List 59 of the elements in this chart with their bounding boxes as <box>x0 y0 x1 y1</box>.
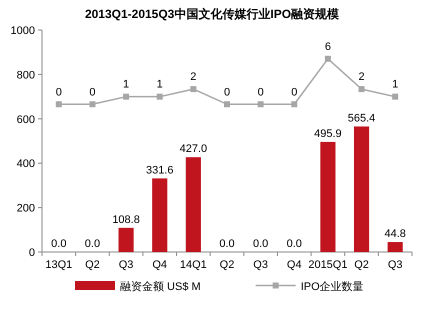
bar <box>388 242 403 252</box>
data-label: 0.0 <box>51 238 66 250</box>
legend-label: 融资金额 US$ M <box>120 280 201 293</box>
x-tick-label: Q2 <box>354 259 369 271</box>
data-label: 0 <box>224 86 230 98</box>
y-tick-label: 0 <box>28 247 35 259</box>
data-label: 6 <box>324 40 331 53</box>
x-tick-label: Q2 <box>220 259 234 271</box>
bar <box>354 126 370 252</box>
point <box>89 101 96 108</box>
data-label: 44.8 <box>384 228 406 240</box>
x-tick-label: Q3 <box>388 259 403 271</box>
data-label: 1 <box>156 78 163 91</box>
point <box>123 94 130 100</box>
chart-title: 2013Q1-2015Q3中国文化传媒行业IPO融资规模 <box>84 7 340 21</box>
data-label: 565.4 <box>348 112 376 124</box>
bar <box>186 157 201 252</box>
x-tick-label: 14Q1 <box>180 259 207 271</box>
x-tick-label: 2015Q1 <box>308 259 348 271</box>
data-label: 0 <box>89 86 96 98</box>
point <box>324 56 331 62</box>
data-label: 2 <box>358 71 365 84</box>
point <box>190 86 196 92</box>
data-label: 427.0 <box>180 143 208 156</box>
point <box>258 101 264 108</box>
data-label: 0.0 <box>84 238 100 250</box>
data-label: 0 <box>56 86 62 98</box>
y-tick-label: 200 <box>16 202 35 215</box>
data-label: 0 <box>291 86 298 98</box>
data-label: 0.0 <box>286 238 302 250</box>
bar <box>152 178 168 252</box>
y-tick-label: 1000 <box>10 25 35 37</box>
point <box>56 101 62 108</box>
data-label: 0.0 <box>219 238 235 250</box>
y-tick-label: 600 <box>16 114 35 126</box>
x-tick-label: Q3 <box>118 259 134 271</box>
data-label: 2 <box>190 71 196 84</box>
y-tick-label: 400 <box>16 158 35 170</box>
point <box>358 86 365 92</box>
data-label: 0 <box>258 86 264 98</box>
point <box>156 94 163 100</box>
x-tick-label: Q4 <box>152 259 168 271</box>
x-tick-label: 13Q1 <box>45 259 72 271</box>
data-label: 0.0 <box>252 238 268 250</box>
data-label: 1 <box>392 78 398 91</box>
x-tick-label: Q2 <box>85 259 100 271</box>
data-label: 495.9 <box>314 128 342 140</box>
data-label: 108.8 <box>112 214 140 226</box>
point <box>224 101 230 108</box>
y-tick-label: 800 <box>16 69 35 82</box>
bar <box>118 228 134 252</box>
x-tick-label: Q3 <box>253 259 268 271</box>
x-tick-label: Q4 <box>286 259 302 271</box>
point <box>291 101 298 108</box>
legend-label: IPO企业数量 <box>300 280 364 293</box>
data-label: 1 <box>123 78 130 91</box>
data-label: 331.6 <box>146 164 174 176</box>
bar <box>320 142 336 252</box>
point <box>392 94 398 100</box>
